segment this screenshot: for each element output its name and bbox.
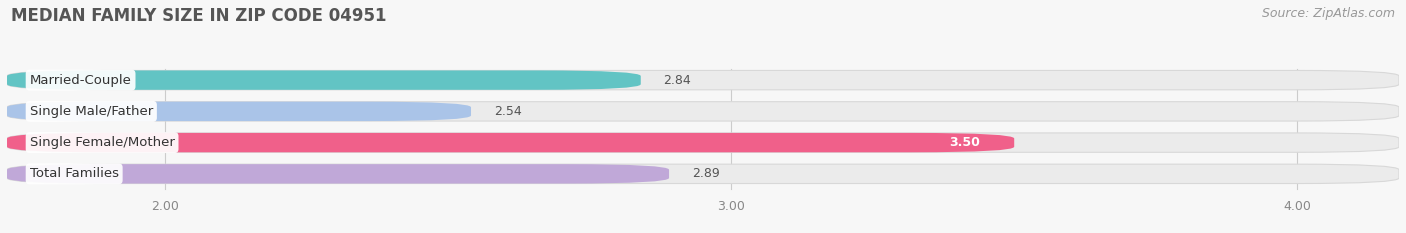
Text: 2.54: 2.54 xyxy=(494,105,522,118)
FancyBboxPatch shape xyxy=(7,164,1399,184)
Text: Single Male/Father: Single Male/Father xyxy=(30,105,153,118)
FancyBboxPatch shape xyxy=(7,133,1399,152)
Text: 2.89: 2.89 xyxy=(692,167,720,180)
FancyBboxPatch shape xyxy=(7,102,471,121)
FancyBboxPatch shape xyxy=(7,133,1014,152)
Text: Source: ZipAtlas.com: Source: ZipAtlas.com xyxy=(1261,7,1395,20)
Text: MEDIAN FAMILY SIZE IN ZIP CODE 04951: MEDIAN FAMILY SIZE IN ZIP CODE 04951 xyxy=(11,7,387,25)
Text: Married-Couple: Married-Couple xyxy=(30,74,132,87)
FancyBboxPatch shape xyxy=(7,70,1399,90)
FancyBboxPatch shape xyxy=(7,102,1399,121)
Text: Total Families: Total Families xyxy=(30,167,118,180)
FancyBboxPatch shape xyxy=(7,70,641,90)
FancyBboxPatch shape xyxy=(7,164,669,184)
Text: Single Female/Mother: Single Female/Mother xyxy=(30,136,174,149)
Text: 3.50: 3.50 xyxy=(949,136,980,149)
Text: 2.84: 2.84 xyxy=(664,74,692,87)
